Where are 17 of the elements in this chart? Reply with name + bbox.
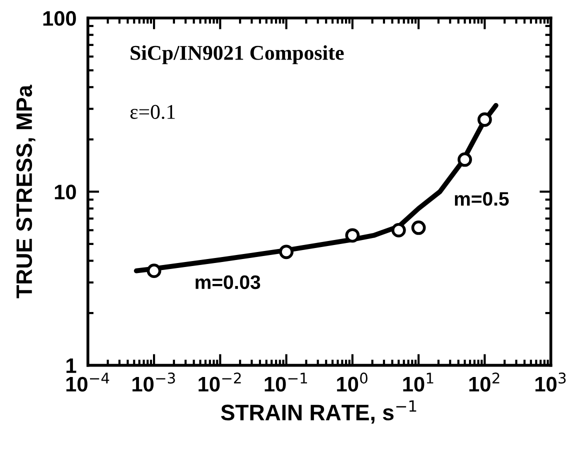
x-tick-label: 10$^{2}$ (469, 372, 500, 392)
x-tick-label: 10$^{0}$ (337, 372, 368, 392)
annotation: m=0.5 (454, 192, 509, 206)
y-tick-label: 1 (66, 358, 76, 373)
y-tick-label: 10 (54, 184, 76, 200)
x-tick-label: 10$^{1}$ (403, 372, 434, 392)
annotation: m=0.03 (196, 275, 260, 290)
x-tick-label: 10$^{−1}$ (264, 372, 308, 392)
annotation: SiCp/IN9021 Composite (130, 45, 344, 64)
x-tick-label: 10$^{−2}$ (198, 372, 241, 392)
x-tick-label: 10$^{3}$ (535, 372, 566, 392)
x-tick-label: 10$^{−3}$ (132, 372, 175, 392)
y-axis-title: TRUE STRESS, MPa (16, 84, 36, 298)
x-axis-title: STRAIN RATE, s$^{−1}$ (221, 400, 416, 424)
x-tick-label: 10$^{−4}$ (66, 372, 110, 392)
y-tick-label: 100 (43, 11, 76, 26)
annotation: ε=0.1 (130, 104, 175, 120)
